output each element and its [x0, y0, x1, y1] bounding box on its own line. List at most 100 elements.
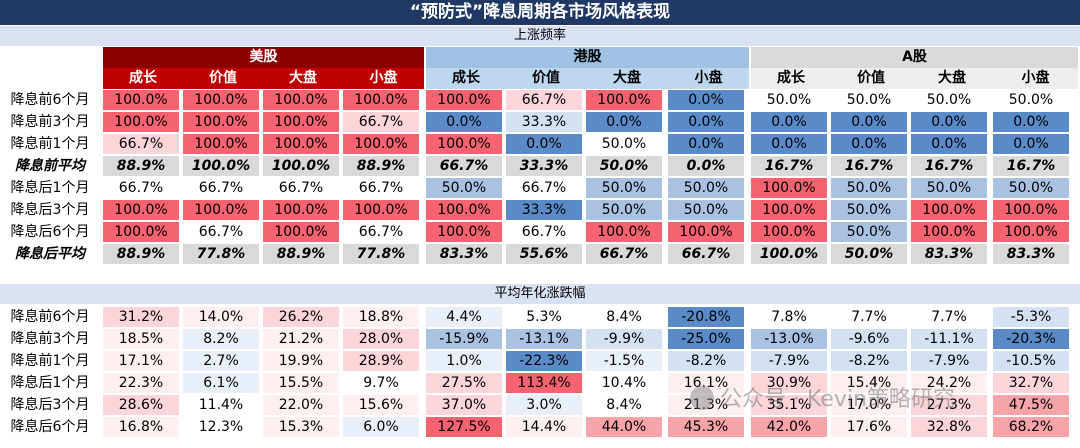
row-label: 降息前1个月 [10, 136, 90, 152]
table-cell: 0.0% [506, 134, 582, 154]
market-header: 港股 [426, 47, 749, 68]
table-cell: 0.0% [586, 112, 662, 132]
table-cell: -22.3% [506, 351, 582, 371]
table-cell: 100.0% [263, 134, 339, 154]
table-cell: 0.0% [911, 134, 987, 154]
table-cell: 50.0% [586, 134, 662, 154]
table-cell: 22.3% [103, 373, 179, 393]
table-cell: -9.9% [586, 329, 662, 349]
table-cell: -1.5% [586, 351, 662, 371]
table-cell: 88.9% [343, 156, 419, 176]
table-cell: 100.0% [263, 112, 339, 132]
table-cell: 50.0% [831, 244, 907, 264]
table-cell: 16.7% [831, 156, 907, 176]
table-cell: 22.0% [263, 395, 339, 415]
table-cell: 3.0% [506, 395, 582, 415]
table-cell: 50.0% [993, 90, 1069, 110]
table-cell: 66.7% [103, 178, 179, 198]
table-cell: 83.3% [911, 244, 987, 264]
table-cell: 100.0% [426, 90, 502, 110]
table-cell: 50.0% [831, 90, 907, 110]
table-cell: 7.8% [751, 307, 827, 327]
style-header: 大盘 [263, 68, 343, 89]
table-cell: 26.2% [263, 307, 339, 327]
table-cell: 50.0% [586, 178, 662, 198]
table-cell: 127.5% [426, 417, 502, 437]
table-cell: 100.0% [751, 222, 827, 242]
table-cell: 66.7% [343, 222, 419, 242]
table-cell: 88.9% [103, 244, 179, 264]
market-header: 美股 [103, 47, 424, 68]
style-header: 大盘 [586, 68, 668, 89]
table-cell: 50.0% [668, 178, 744, 198]
row-label: 降息前6个月 [10, 92, 90, 108]
section-label-frequency: 上涨频率 [0, 26, 1080, 46]
style-header: 成长 [751, 68, 831, 89]
table-cell: 83.3% [426, 244, 502, 264]
table-cell: 100.0% [343, 134, 419, 154]
table-cell: 83.3% [993, 244, 1069, 264]
style-header: 小盘 [993, 68, 1078, 89]
style-header: 成长 [426, 68, 506, 89]
table-cell: 31.2% [103, 307, 179, 327]
table-cell: 21.2% [263, 329, 339, 349]
table-cell: 66.7% [343, 112, 419, 132]
table-cell: 100.0% [751, 178, 827, 198]
table-cell: -13.0% [751, 329, 827, 349]
table-cell: 37.0% [426, 395, 502, 415]
table-cell: 100.0% [103, 112, 179, 132]
table-cell: 66.7% [506, 178, 582, 198]
table-cell: 100.0% [263, 90, 339, 110]
table-cell: -20.3% [993, 329, 1069, 349]
style-header: 价值 [506, 68, 586, 89]
table-cell: 10.4% [586, 373, 662, 393]
table-cell: -10.5% [993, 351, 1069, 371]
table-cell: 19.9% [263, 351, 339, 371]
table-cell: -11.1% [911, 329, 987, 349]
table-cell: 12.3% [183, 417, 259, 437]
table-cell: 0.0% [426, 112, 502, 132]
table-cell: 100.0% [103, 222, 179, 242]
table-cell: 100.0% [343, 200, 419, 220]
watermark-text: 公众号 · Kevin策略研究 [720, 387, 955, 412]
table-cell: -8.2% [831, 351, 907, 371]
table-cell: 100.0% [993, 200, 1069, 220]
table-cell: 100.0% [751, 244, 827, 264]
table-cell: 47.5% [993, 395, 1069, 415]
table-cell: 32.8% [911, 417, 987, 437]
table-cell: 28.0% [343, 329, 419, 349]
row-label: 降息后6个月 [10, 419, 90, 435]
table-cell: 16.7% [751, 156, 827, 176]
table-cell: 100.0% [183, 156, 259, 176]
table-cell: 66.7% [668, 244, 744, 264]
table-cell: 8.2% [183, 329, 259, 349]
table-cell: 55.6% [506, 244, 582, 264]
table-cell: 45.3% [668, 417, 744, 437]
table-cell: 1.0% [426, 351, 502, 371]
table-cell: 17.0% [831, 395, 907, 415]
table-cell: 18.5% [103, 329, 179, 349]
table-cell: 88.9% [103, 156, 179, 176]
table-cell: 77.8% [183, 244, 259, 264]
row-label: 降息后3个月 [10, 397, 90, 413]
table-cell: 0.0% [831, 134, 907, 154]
table-cell: 6.0% [343, 417, 419, 437]
table-cell: 50.0% [586, 156, 662, 176]
table-cell: -9.6% [831, 329, 907, 349]
table-cell: 50.0% [751, 90, 827, 110]
table-cell: 50.0% [831, 200, 907, 220]
table-cell: 0.0% [668, 112, 744, 132]
style-header: 小盘 [668, 68, 749, 89]
table-cell: 5.3% [506, 307, 582, 327]
table-cell: 66.7% [506, 90, 582, 110]
market-header: A股 [751, 47, 1078, 68]
style-header: 小盘 [343, 68, 424, 89]
table-cell: 100.0% [183, 112, 259, 132]
table-cell: 8.4% [586, 395, 662, 415]
table-cell: 100.0% [911, 222, 987, 242]
table-cell: 100.0% [993, 222, 1069, 242]
table-cell: 100.0% [343, 90, 419, 110]
table-cell: 44.0% [586, 417, 662, 437]
